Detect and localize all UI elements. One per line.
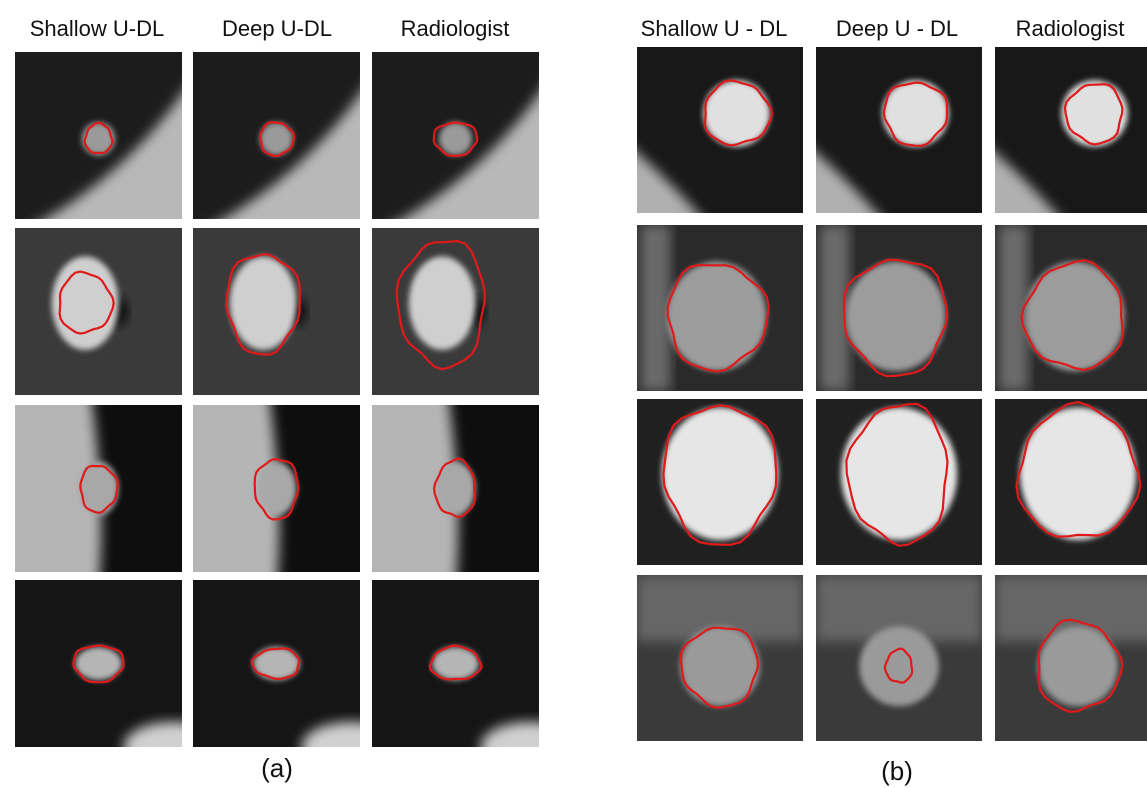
ct-image — [637, 399, 803, 565]
anatomy — [481, 722, 581, 772]
ct-image — [193, 52, 377, 236]
ct-image — [995, 399, 1147, 565]
ct-image — [816, 575, 982, 741]
figure: Shallow U-DL Deep U-DL Radiologist (a) S… — [0, 0, 1147, 788]
page: {"panels": [ {"headers": ["Shallow U-DL"… — [0, 0, 1147, 788]
ct-image — [0, 388, 182, 588]
lesion — [1061, 80, 1127, 146]
column-header: Deep U - DL — [836, 16, 958, 41]
ct-image — [372, 580, 581, 772]
anatomy-shape — [481, 722, 581, 772]
ct-image — [15, 228, 182, 395]
column-header: Radiologist — [401, 16, 510, 41]
anatomy — [640, 225, 670, 391]
ct-image — [193, 580, 402, 772]
ct-image — [620, 47, 803, 230]
ct-image — [816, 399, 982, 565]
ct-image — [372, 228, 539, 395]
ct-image — [15, 52, 199, 236]
ct-image — [978, 47, 1147, 230]
lesion — [52, 256, 119, 350]
ct-image — [995, 225, 1147, 391]
panel-label: (b) — [881, 756, 913, 786]
ct-image — [637, 575, 803, 741]
ct-image — [372, 52, 556, 236]
ct-image — [355, 388, 539, 588]
anatomy-shape — [640, 225, 670, 391]
column-header: Shallow U-DL — [30, 16, 165, 41]
lesion — [82, 122, 115, 155]
ct-image — [637, 225, 803, 391]
panel-label: (a) — [261, 753, 293, 783]
image-grid — [0, 47, 1147, 772]
lesion — [78, 462, 118, 515]
lesion — [439, 122, 472, 155]
column-header: Radiologist — [1016, 16, 1125, 41]
ct-image — [799, 47, 982, 230]
ct-image — [816, 225, 982, 391]
lesion — [409, 256, 476, 350]
lesion — [662, 407, 778, 540]
lesion — [667, 262, 767, 372]
ct-image — [176, 388, 360, 588]
ct-image — [995, 575, 1147, 741]
lesion — [1038, 626, 1118, 706]
ct-image — [193, 228, 360, 395]
column-header: Deep U-DL — [222, 16, 332, 41]
lesion — [859, 626, 939, 706]
ct-image — [15, 580, 224, 772]
column-header: Shallow U - DL — [641, 16, 788, 41]
